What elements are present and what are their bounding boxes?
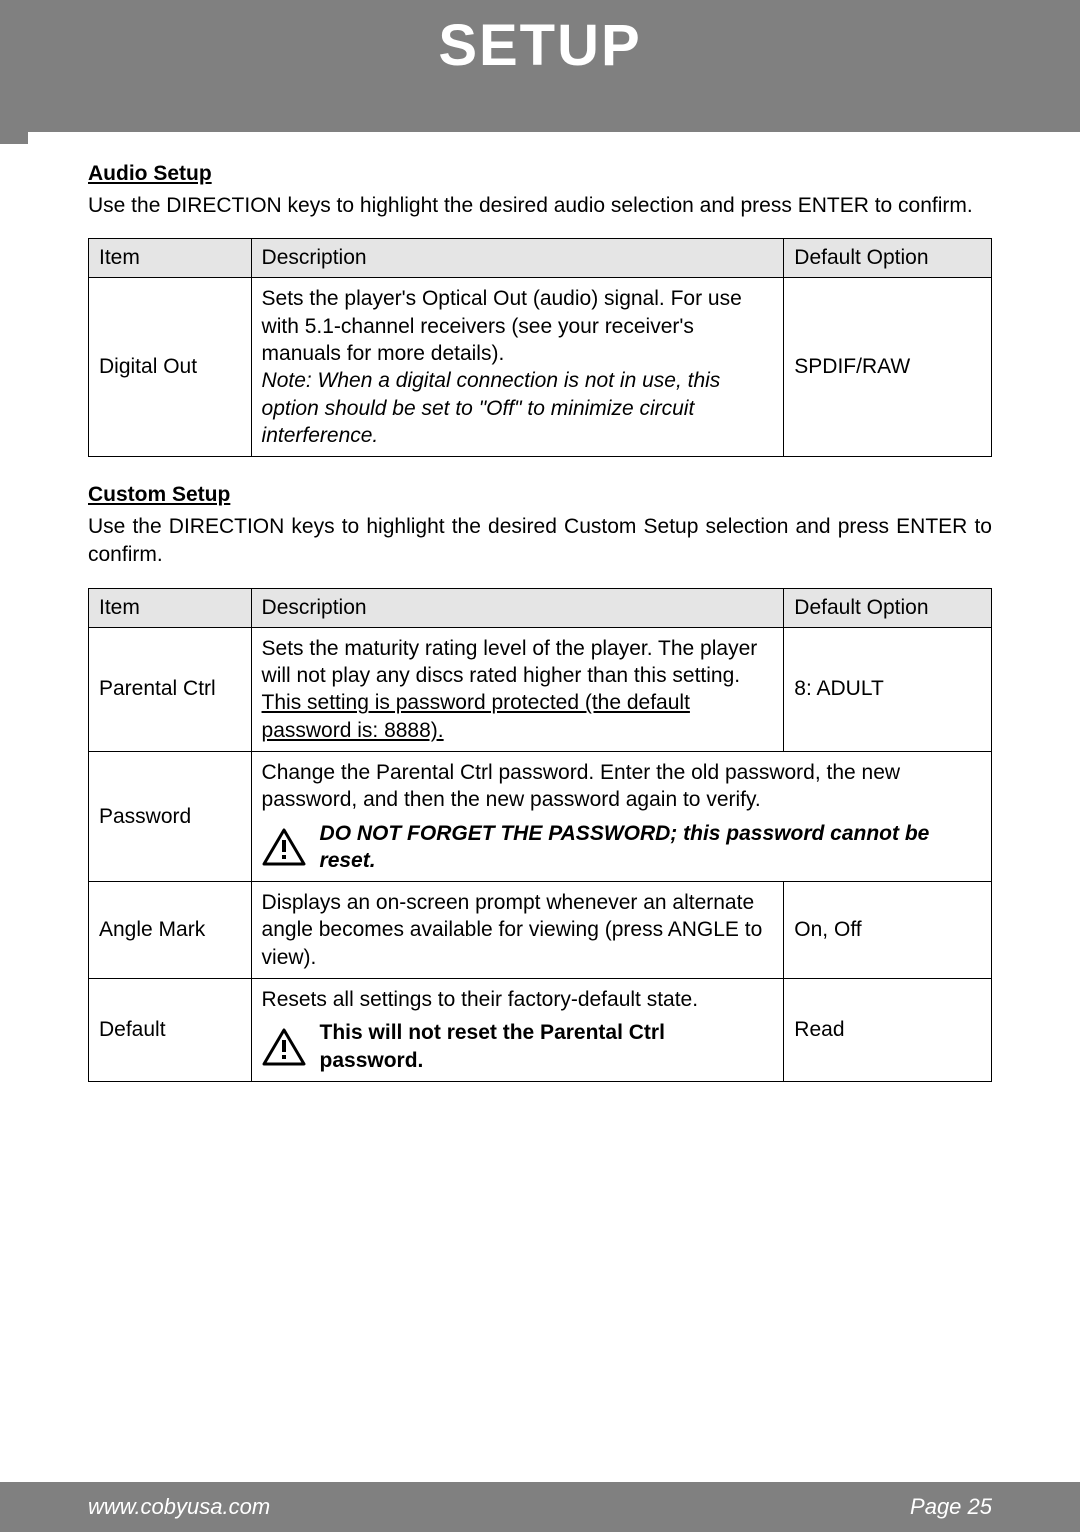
cell-item: Digital Out [89, 278, 252, 457]
cell-default: Read [784, 979, 992, 1082]
page-title: SETUP [438, 12, 641, 79]
th-item: Item [89, 588, 252, 627]
cell-item: Angle Mark [89, 882, 252, 979]
warning-row: This will not reset the Parental Ctrl pa… [262, 1019, 774, 1074]
th-default-option: Default Option [784, 588, 992, 627]
cell-item: Password [89, 752, 252, 882]
desc-text: Displays an on-screen prompt whenever an… [262, 889, 774, 971]
warning-text: DO NOT FORGET THE PASSWORD; this passwor… [320, 820, 981, 875]
cell-default: 8: ADULT [784, 627, 992, 751]
warning-row: DO NOT FORGET THE PASSWORD; this passwor… [262, 820, 981, 875]
desc-note-text: Note: When a digital connection is not i… [262, 369, 721, 447]
desc-text: Resets all settings to their factory-def… [262, 988, 699, 1011]
desc-main-text: Sets the player's Optical Out (audio) si… [262, 287, 742, 365]
cell-description: Sets the player's Optical Out (audio) si… [251, 278, 784, 457]
cell-description: Sets the maturity rating level of the pl… [251, 627, 784, 751]
custom-setup-table: Item Description Default Option Parental… [88, 588, 992, 1082]
desc-underlined-text: This setting is password protected (the … [262, 691, 690, 741]
desc-text: Sets the maturity rating level of the pl… [262, 637, 758, 687]
audio-setup-table: Item Description Default Option Digital … [88, 238, 992, 457]
th-item: Item [89, 239, 252, 278]
cell-description: Displays an on-screen prompt whenever an… [251, 882, 784, 979]
table-header-row: Item Description Default Option [89, 239, 992, 278]
cell-default: On, Off [784, 882, 992, 979]
table-row: Digital Out Sets the player's Optical Ou… [89, 278, 992, 457]
th-description: Description [251, 239, 784, 278]
th-description: Description [251, 588, 784, 627]
table-row: Password Change the Parental Ctrl passwo… [89, 752, 992, 882]
cell-description-wide: Change the Parental Ctrl password. Enter… [251, 752, 991, 882]
cell-item: Default [89, 979, 252, 1082]
audio-setup-heading: Audio Setup [88, 162, 992, 186]
cell-item: Parental Ctrl [89, 627, 252, 751]
custom-setup-heading: Custom Setup [88, 483, 992, 507]
custom-setup-intro: Use the DIRECTION keys to highlight the … [88, 513, 992, 570]
audio-setup-intro: Use the DIRECTION keys to highlight the … [88, 192, 992, 220]
sidebar-strip [0, 132, 28, 144]
table-row: Parental Ctrl Sets the maturity rating l… [89, 627, 992, 751]
warning-text: This will not reset the Parental Ctrl pa… [320, 1019, 774, 1074]
warning-icon [262, 1028, 306, 1066]
table-header-row: Item Description Default Option [89, 588, 992, 627]
page-content: Audio Setup Use the DIRECTION keys to hi… [0, 132, 1080, 1082]
warning-icon [262, 828, 306, 866]
desc-text: Change the Parental Ctrl password. Enter… [262, 761, 901, 811]
page-footer: www.cobyusa.com Page 25 [0, 1482, 1080, 1532]
cell-description: Resets all settings to their factory-def… [251, 979, 784, 1082]
cell-default: SPDIF/RAW [784, 278, 992, 457]
footer-url: www.cobyusa.com [88, 1494, 270, 1520]
table-row: Angle Mark Displays an on-screen prompt … [89, 882, 992, 979]
footer-page-number: Page 25 [910, 1494, 992, 1520]
page-header: SETUP [0, 0, 1080, 132]
th-default-option: Default Option [784, 239, 992, 278]
table-row: Default Resets all settings to their fac… [89, 979, 992, 1082]
